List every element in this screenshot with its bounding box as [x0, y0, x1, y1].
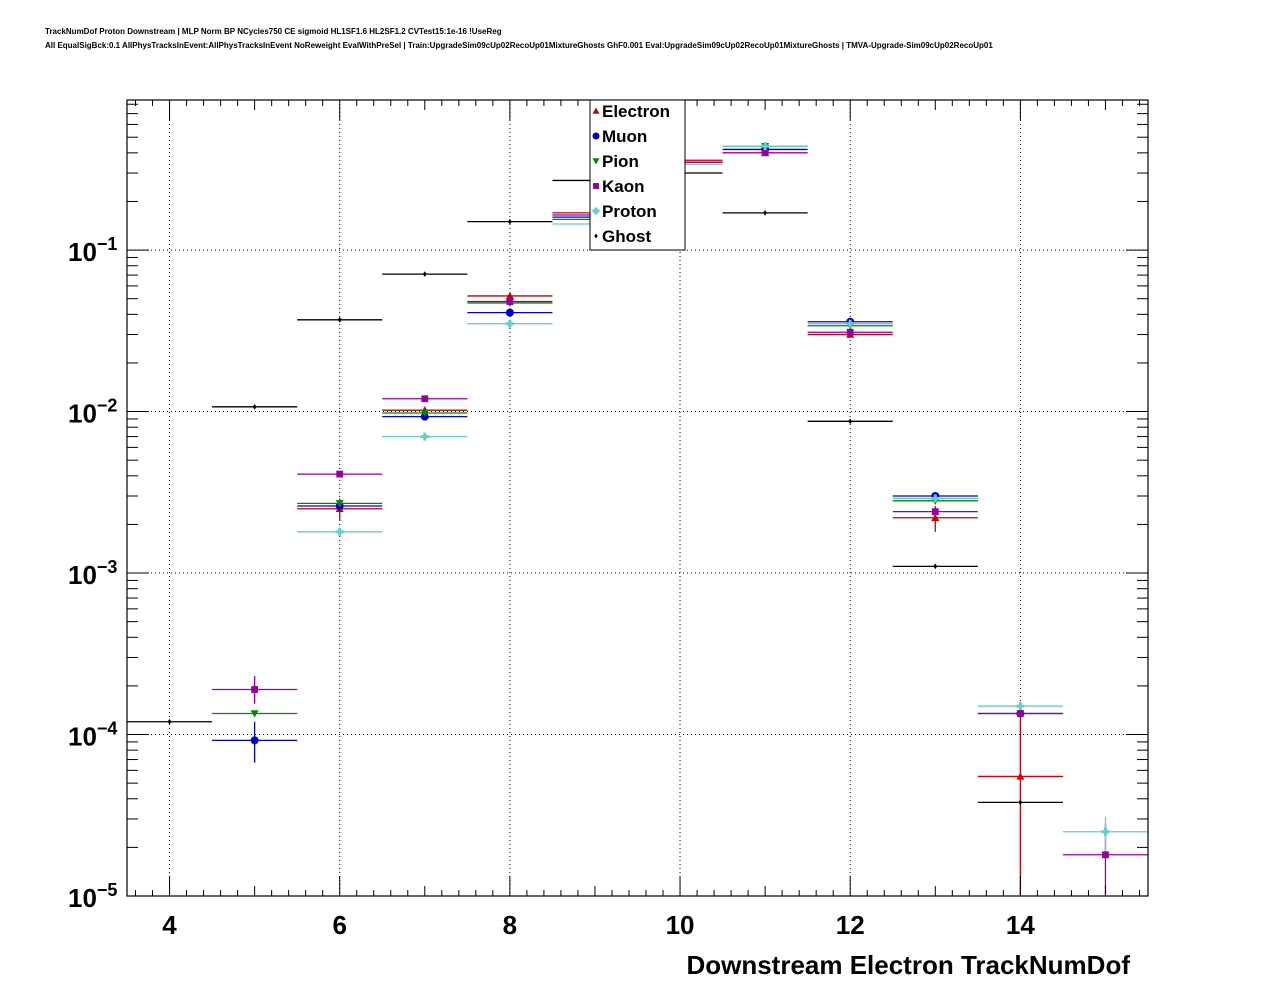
- data-point: [763, 210, 768, 216]
- data-point: [251, 686, 259, 693]
- data-point: [1016, 772, 1025, 780]
- x-tick-label: 14: [1006, 910, 1035, 940]
- x-tick-label: 4: [162, 910, 177, 940]
- x-tick-label: 10: [666, 910, 695, 940]
- legend-entry-label: Ghost: [602, 227, 651, 246]
- data-point: [931, 494, 940, 503]
- data-point: [335, 527, 344, 536]
- data-point: [167, 718, 172, 725]
- legend: Electron Muon Pion Kaon Proton Ghost: [589, 99, 686, 251]
- legend-entry-label: Muon: [602, 127, 647, 146]
- x-tick-label: 8: [503, 910, 517, 940]
- legend-marker: [592, 132, 600, 140]
- data-point: [420, 432, 429, 441]
- data-point: [421, 395, 429, 403]
- legend-entry-label: Proton: [602, 202, 657, 221]
- y-tick-label: 10−5: [68, 880, 117, 913]
- plot-title-line-2: All EqualSigBck:0.1 AllPhysTracksInEvent…: [45, 41, 993, 50]
- legend-marker: [592, 107, 600, 114]
- x-axis-title: Downstream Electron TrackNumDof: [686, 950, 1130, 980]
- y-tick-label: 10−4: [68, 719, 117, 752]
- data-point: [506, 298, 514, 305]
- data-point: [250, 736, 259, 745]
- data-point: [761, 149, 769, 157]
- data-point: [1016, 710, 1024, 717]
- legend-box: [589, 99, 686, 251]
- data-point: [422, 271, 427, 277]
- data-point: [335, 500, 344, 508]
- plot-title-line-1: TrackNumDof Proton Downstream | MLP Norm…: [45, 27, 502, 36]
- data-point: [507, 218, 512, 225]
- data-point: [337, 317, 342, 323]
- data-point: [846, 319, 855, 328]
- x-tick-label: 12: [836, 910, 865, 940]
- axes: 4 6 8 10 12 14 10−1 10−2 10−3 10−4 10−5: [68, 100, 1148, 940]
- data-point: [761, 142, 770, 151]
- y-tick-label: 10−2: [68, 396, 117, 429]
- data-point: [505, 291, 514, 300]
- data-point: [931, 508, 939, 516]
- legend-entry-label: Kaon: [602, 177, 645, 196]
- legend-marker: [592, 158, 600, 165]
- data-point: [846, 328, 854, 336]
- data-point: [1016, 702, 1025, 711]
- data-point: [931, 513, 940, 521]
- data-point: [336, 470, 344, 478]
- data-point: [505, 308, 514, 317]
- legend-marker: [594, 233, 598, 239]
- data-point: [933, 563, 938, 570]
- data-point: [1018, 799, 1023, 806]
- data-point: [848, 418, 853, 425]
- y-tick-label: 10−3: [68, 557, 117, 590]
- y-tick-label: 10−1: [68, 234, 117, 267]
- data-point: [250, 710, 259, 718]
- x-tick-label: 6: [332, 910, 346, 940]
- data-point: [1102, 851, 1109, 859]
- legend-marker: [592, 207, 600, 215]
- data-point: [505, 319, 514, 328]
- data-point: [1101, 827, 1110, 836]
- legend-entry-label: Electron: [602, 102, 670, 121]
- data-point: [420, 409, 429, 417]
- data-point: [252, 404, 257, 410]
- series-kaon: [212, 149, 1148, 896]
- legend-marker: [593, 183, 599, 189]
- legend-entry-label: Pion: [602, 152, 639, 171]
